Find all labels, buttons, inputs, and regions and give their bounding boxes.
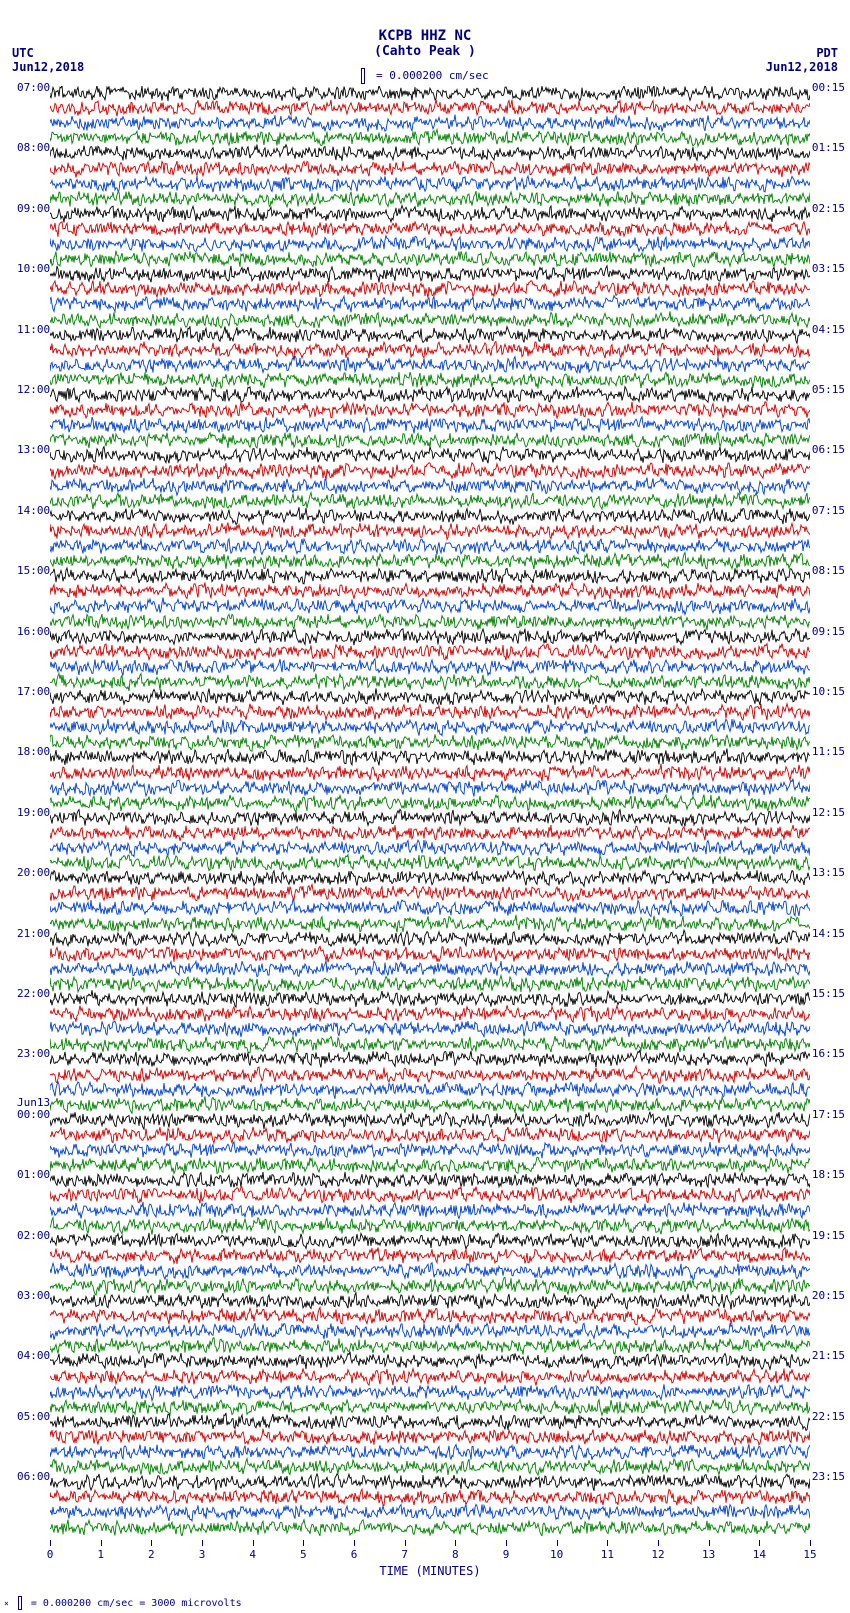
pdt-time-label: 05:15 (812, 383, 845, 396)
pdt-time-label: 14:15 (812, 927, 845, 940)
pdt-time-label: 08:15 (812, 564, 845, 577)
pdt-date: Jun12,2018 (766, 60, 838, 74)
x-tick-label: 6 (351, 1548, 358, 1561)
utc-time-label: 17:00 (17, 685, 50, 698)
pdt-time-label: 21:15 (812, 1349, 845, 1362)
x-tick (151, 1540, 152, 1546)
pdt-time-label: 17:15 (812, 1108, 845, 1121)
x-tick-label: 8 (452, 1548, 459, 1561)
utc-time-label: 18:00 (17, 745, 50, 758)
x-tick-label: 3 (199, 1548, 206, 1561)
utc-time-label: 10:00 (17, 262, 50, 275)
pdt-time-label: 09:15 (812, 625, 845, 638)
trace-row (50, 1521, 810, 1535)
utc-time-label: 15:00 (17, 564, 50, 577)
x-tick (557, 1540, 558, 1546)
scale-bar-top: = 0.000200 cm/sec (0, 68, 850, 84)
x-tick-label: 0 (47, 1548, 54, 1561)
x-tick-label: 10 (550, 1548, 563, 1561)
utc-time-label: 11:00 (17, 323, 50, 336)
x-tick (810, 1540, 811, 1546)
utc-time-label: 23:00 (17, 1047, 50, 1060)
seismogram-container: KCPB HHZ NC (Cahto Peak ) = 0.000200 cm/… (0, 0, 850, 1613)
x-tick (253, 1540, 254, 1546)
x-tick (658, 1540, 659, 1546)
utc-time-label: 05:00 (17, 1410, 50, 1423)
pdt-time-label: 03:15 (812, 262, 845, 275)
x-tick-label: 9 (503, 1548, 510, 1561)
pdt-time-label: 20:15 (812, 1289, 845, 1302)
x-tick (101, 1540, 102, 1546)
pdt-time-label: 06:15 (812, 443, 845, 456)
seismogram-plot (50, 86, 810, 1536)
utc-time-label: 22:00 (17, 987, 50, 1000)
pdt-time-label: 07:15 (812, 504, 845, 517)
utc-time-label: 07:00 (17, 81, 50, 94)
station-title: KCPB HHZ NC (0, 28, 850, 44)
x-tick (759, 1540, 760, 1546)
time-axis-title: TIME (MINUTES) (50, 1564, 810, 1578)
station-subtitle: (Cahto Peak ) (0, 44, 850, 59)
utc-time-label: 19:00 (17, 806, 50, 819)
pdt-time-label: 23:15 (812, 1470, 845, 1483)
x-tick-label: 13 (702, 1548, 715, 1561)
x-tick-label: 7 (401, 1548, 408, 1561)
utc-label: UTC (12, 46, 34, 60)
x-tick-label: 2 (148, 1548, 155, 1561)
x-tick-label: 11 (601, 1548, 614, 1561)
pdt-time-label: 11:15 (812, 745, 845, 758)
utc-time-label: 20:00 (17, 866, 50, 879)
pdt-time-label: 22:15 (812, 1410, 845, 1423)
utc-time-label: 14:00 (17, 504, 50, 517)
pdt-time-label: 15:15 (812, 987, 845, 1000)
pdt-time-label: 01:15 (812, 141, 845, 154)
x-tick-label: 4 (249, 1548, 256, 1561)
x-tick-label: 14 (753, 1548, 766, 1561)
utc-date: Jun12,2018 (12, 60, 84, 74)
utc-time-label: 03:00 (17, 1289, 50, 1302)
pdt-time-label: 16:15 (812, 1047, 845, 1060)
x-tick-label: 5 (300, 1548, 307, 1561)
x-tick (455, 1540, 456, 1546)
x-tick (506, 1540, 507, 1546)
pdt-time-label: 18:15 (812, 1168, 845, 1181)
x-tick-label: 12 (651, 1548, 664, 1561)
footer-scale: × = 0.000200 cm/sec = 3000 microvolts (4, 1596, 242, 1610)
pdt-time-label: 19:15 (812, 1229, 845, 1242)
utc-time-label: 00:00 (17, 1108, 50, 1121)
pdt-time-label: 13:15 (812, 866, 845, 879)
pdt-time-label: 04:15 (812, 323, 845, 336)
utc-time-label: 01:00 (17, 1168, 50, 1181)
x-tick (405, 1540, 406, 1546)
x-tick-label: 15 (803, 1548, 816, 1561)
pdt-time-label: 12:15 (812, 806, 845, 819)
utc-time-label: 02:00 (17, 1229, 50, 1242)
utc-time-label: 21:00 (17, 927, 50, 940)
x-tick (50, 1540, 51, 1546)
utc-time-label: 12:00 (17, 383, 50, 396)
pdt-time-label: 00:15 (812, 81, 845, 94)
x-tick (607, 1540, 608, 1546)
x-tick (303, 1540, 304, 1546)
x-tick (709, 1540, 710, 1546)
utc-time-label: 13:00 (17, 443, 50, 456)
utc-time-label: 04:00 (17, 1349, 50, 1362)
x-tick-label: 1 (97, 1548, 104, 1561)
utc-time-label: 09:00 (17, 202, 50, 215)
utc-time-label: 08:00 (17, 141, 50, 154)
x-tick (354, 1540, 355, 1546)
time-axis: TIME (MINUTES) 0123456789101112131415 (50, 1540, 810, 1580)
pdt-time-label: 10:15 (812, 685, 845, 698)
x-tick (202, 1540, 203, 1546)
pdt-label: PDT (816, 46, 838, 60)
utc-time-label: 16:00 (17, 625, 50, 638)
pdt-time-label: 02:15 (812, 202, 845, 215)
utc-time-label: 06:00 (17, 1470, 50, 1483)
